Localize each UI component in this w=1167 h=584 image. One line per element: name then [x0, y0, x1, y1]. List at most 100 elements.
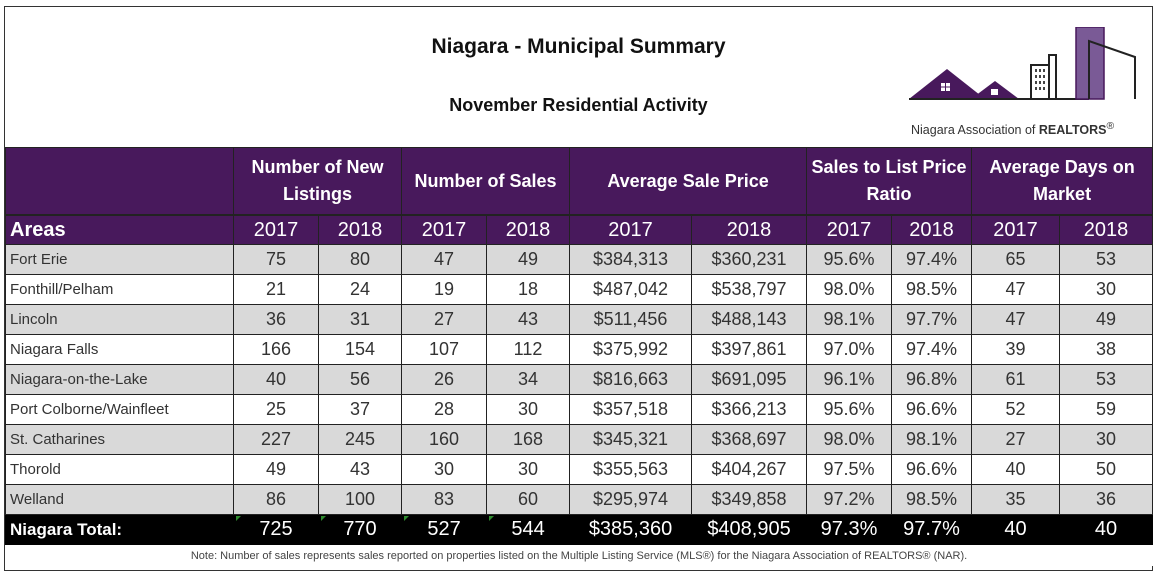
group-header-avg-days-on-market: Average Days on Market	[971, 147, 1154, 216]
total-value: 97.3%	[806, 514, 893, 545]
table-cell: 75	[233, 244, 319, 275]
year-header-row: Areas 2017 2018 2017 2018 2017 2018 2017…	[5, 214, 1154, 245]
table-cell: 19	[401, 274, 488, 305]
table-cell: 27	[971, 424, 1061, 455]
group-header-new-listings: Number of New Listings	[232, 147, 403, 216]
municipal-summary-table: Number of New Listings Number of Sales A…	[5, 147, 1154, 566]
table-cell: 30	[1059, 424, 1154, 455]
table-cell: 95.6%	[806, 394, 893, 425]
table-cell: $360,231	[691, 244, 808, 275]
total-value: 40	[1059, 514, 1154, 545]
total-value: $408,905	[691, 514, 808, 545]
table-cell: 26	[401, 364, 488, 395]
year-header: 2017	[233, 214, 319, 245]
houses-and-buildings-logo-icon	[909, 26, 1136, 100]
area-name: Niagara-on-the-Lake	[5, 364, 234, 395]
table-cell: $691,095	[691, 364, 808, 395]
footnote: Note: Number of sales represents sales r…	[5, 544, 1153, 566]
table-cell: 28	[401, 394, 488, 425]
area-name: Welland	[5, 484, 234, 515]
nar-logo: Niagara Association of REALTORS®	[909, 26, 1149, 137]
table-cell: 96.8%	[891, 364, 973, 395]
year-header: 2018	[317, 214, 403, 245]
total-value: 544	[486, 514, 571, 545]
logo-text: Niagara Association of REALTORS®	[911, 121, 1114, 137]
table-cell: 52	[971, 394, 1061, 425]
table-cell: 96.6%	[891, 454, 973, 485]
total-value: 97.7%	[891, 514, 973, 545]
table-row: Niagara-on-the-Lake 40 56 26 34 $816,663 $691,…	[5, 364, 1154, 395]
table-cell: 95.6%	[806, 244, 893, 275]
table-cell: 61	[971, 364, 1061, 395]
table-cell: $345,321	[569, 424, 693, 455]
table-cell: 43	[486, 304, 571, 335]
table-cell: $538,797	[691, 274, 808, 305]
table-cell: 98.5%	[891, 274, 973, 305]
table-cell: 160	[401, 424, 488, 455]
table-cell: 59	[1059, 394, 1154, 425]
table-cell: 30	[1059, 274, 1154, 305]
group-header-sales: Number of Sales	[401, 147, 571, 216]
table-cell: 49	[1059, 304, 1154, 335]
total-value: 770	[317, 514, 403, 545]
table-cell: $375,992	[569, 334, 693, 365]
table-cell: 36	[233, 304, 319, 335]
table-cell: 97.5%	[806, 454, 893, 485]
table-cell: 53	[1059, 364, 1154, 395]
table-cell: 98.0%	[806, 274, 893, 305]
table-cell: 18	[486, 274, 571, 305]
table-cell: 47	[401, 244, 488, 275]
areas-header: Areas	[5, 214, 234, 245]
table-cell: 83	[401, 484, 488, 515]
note-row: Note: Number of sales represents sales r…	[5, 544, 1153, 566]
table-cell: 43	[317, 454, 403, 485]
area-name: Fonthill/Pelham	[5, 274, 234, 305]
table-cell: 30	[486, 394, 571, 425]
logo-text-bold: REALTORS	[1038, 123, 1107, 138]
table-cell: 97.2%	[806, 484, 893, 515]
table-cell: 168	[486, 424, 571, 455]
table-cell: 47	[971, 304, 1061, 335]
table-row: Port Colborne/Wainfleet 25 37 28 30 $357,518 $…	[5, 394, 1154, 425]
year-header: 2017	[569, 214, 693, 245]
table-cell: $355,563	[569, 454, 693, 485]
table-row: Fort Erie 75 80 47 49 $384,313 $360,231 95.6% 97…	[5, 244, 1154, 275]
area-name: Niagara Falls	[5, 334, 234, 365]
total-value: $385,360	[569, 514, 693, 545]
total-label: Niagara Total:	[5, 514, 234, 545]
area-name: Lincoln	[5, 304, 234, 335]
report-subtitle: November Residential Activity	[449, 95, 708, 115]
table-cell: $368,697	[691, 424, 808, 455]
report-frame: Niagara - Municipal Summary November Res…	[4, 6, 1154, 571]
table-cell: $397,861	[691, 334, 808, 365]
table-row: Thorold 49 43 30 30 $355,563 $404,267 97.5% 96.6…	[5, 454, 1154, 485]
table-cell: $366,213	[691, 394, 808, 425]
report-header: Niagara - Municipal Summary November Res…	[5, 7, 1152, 149]
table-cell: 154	[317, 334, 403, 365]
table-cell: 37	[317, 394, 403, 425]
table-cell: 100	[317, 484, 403, 515]
year-header: 2018	[1059, 214, 1154, 245]
table-cell: 38	[1059, 334, 1154, 365]
table-cell: 112	[486, 334, 571, 365]
total-value: 40	[971, 514, 1061, 545]
total-row: Niagara Total: 725 770 527 544 $385,360 …	[5, 514, 1154, 545]
table-cell: 60	[486, 484, 571, 515]
table-row: Niagara Falls 166 154 107 112 $375,992 $397,86…	[5, 334, 1154, 365]
area-name: Thorold	[5, 454, 234, 485]
table-cell: 86	[233, 484, 319, 515]
table-cell: 49	[233, 454, 319, 485]
year-header: 2017	[401, 214, 488, 245]
year-header: 2017	[806, 214, 893, 245]
total-value: 527	[401, 514, 488, 545]
logo-text-prefix: Niagara Association of	[911, 123, 1039, 138]
table-cell: 166	[233, 334, 319, 365]
table-cell: 65	[971, 244, 1061, 275]
table-body: Fort Erie 75 80 47 49 $384,313 $360,231 95.6% 97…	[5, 244, 1154, 515]
table-cell: $349,858	[691, 484, 808, 515]
table-cell: 40	[233, 364, 319, 395]
table-cell: 96.1%	[806, 364, 893, 395]
table-cell: $357,518	[569, 394, 693, 425]
table-cell: 40	[971, 454, 1061, 485]
table-cell: 49	[486, 244, 571, 275]
